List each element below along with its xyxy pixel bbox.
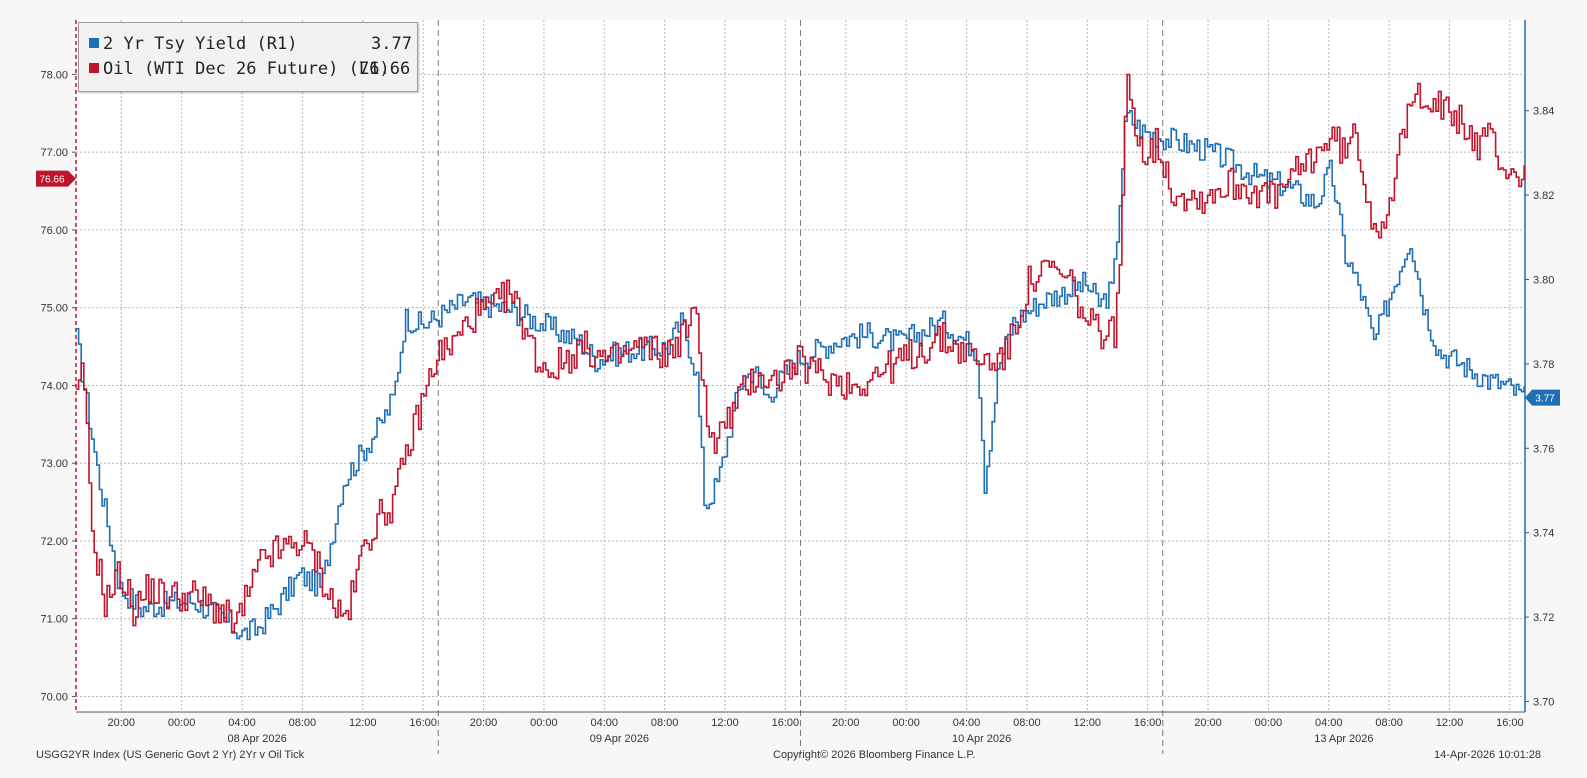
right-axis-tick-label: 3.70 [1533,696,1554,708]
x-tick-label: 04:00 [591,717,619,729]
x-tick-label: 00:00 [892,717,920,729]
legend-entry-oil: Oil (WTI Dec 26 Future) (L1) 76.66 [89,59,390,81]
x-tick-label: 12:00 [1074,717,1102,729]
legend: 2 Yr Tsy Yield (R1) 3.77 Oil (WTI Dec 26… [78,22,418,92]
x-tick-label: 20:00 [470,717,498,729]
footer-ticker: USGG2YR Index (US Generic Govt 2 Yr) 2Yr… [36,749,304,761]
date-label: 08 Apr 2026 [227,733,286,745]
legend-value-oil: 76.66 [359,59,410,79]
x-tick-label: 08:00 [1375,717,1403,729]
right-axis-tick-label: 3.78 [1533,359,1554,371]
x-tick-label: 00:00 [168,717,196,729]
yield-last-value-label: 3.77 [1535,394,1555,405]
legend-entry-yield: 2 Yr Tsy Yield (R1) 3.77 [89,34,297,56]
left-axis-tick-label: 72.00 [40,536,68,548]
right-axis-tick-label: 3.82 [1533,190,1554,202]
legend-swatch-oil [89,63,99,73]
left-axis-tick-label: 71.00 [40,614,68,626]
x-tick-label: 16:00 [1496,717,1524,729]
x-tick-label: 04:00 [1315,717,1343,729]
x-tick-label: 12:00 [1436,717,1464,729]
x-tick-label: 16:00 [1134,717,1162,729]
right-axis-tick-label: 3.84 [1533,106,1554,118]
oil-last-value-label: 76.66 [39,175,64,186]
legend-label-oil: Oil (WTI Dec 26 Future) (L1) [103,59,390,79]
legend-label-yield: 2 Yr Tsy Yield (R1) [103,34,297,54]
right-axis-tick-label: 3.80 [1533,275,1554,287]
date-label: 13 Apr 2026 [1314,733,1373,745]
legend-value-yield: 3.77 [371,34,412,54]
x-tick-label: 20:00 [108,717,136,729]
x-tick-label: 16:00 [409,717,437,729]
x-tick-label: 08:00 [289,717,317,729]
left-axis-tick-label: 74.00 [40,380,68,392]
x-tick-label: 12:00 [711,717,739,729]
x-tick-label: 16:00 [772,717,800,729]
x-tick-label: 04:00 [953,717,981,729]
x-tick-label: 00:00 [530,717,558,729]
x-tick-label: 20:00 [1194,717,1222,729]
right-axis-tick-label: 3.74 [1533,528,1554,540]
footer-timestamp: 14-Apr-2026 10:01:28 [1434,749,1541,761]
right-axis-tick-label: 3.76 [1533,443,1554,455]
left-axis-tick-label: 75.00 [40,303,68,315]
left-axis-tick-label: 70.00 [40,691,68,703]
x-tick-label: 08:00 [651,717,679,729]
footer-copyright: Copyright© 2026 Bloomberg Finance L.P. [773,749,975,761]
x-tick-label: 12:00 [349,717,377,729]
legend-swatch-yield [89,38,99,48]
left-axis-tick-label: 77.00 [40,147,68,159]
right-axis-tick-label: 3.72 [1533,612,1554,624]
left-axis-tick-label: 78.00 [40,69,68,81]
date-label: 09 Apr 2026 [590,733,649,745]
left-axis-tick-label: 76.00 [40,225,68,237]
x-tick-label: 04:00 [228,717,256,729]
x-tick-label: 20:00 [832,717,860,729]
x-tick-label: 08:00 [1013,717,1041,729]
x-tick-label: 00:00 [1255,717,1283,729]
date-label: 10 Apr 2026 [952,733,1011,745]
left-axis-tick-label: 73.00 [40,458,68,470]
